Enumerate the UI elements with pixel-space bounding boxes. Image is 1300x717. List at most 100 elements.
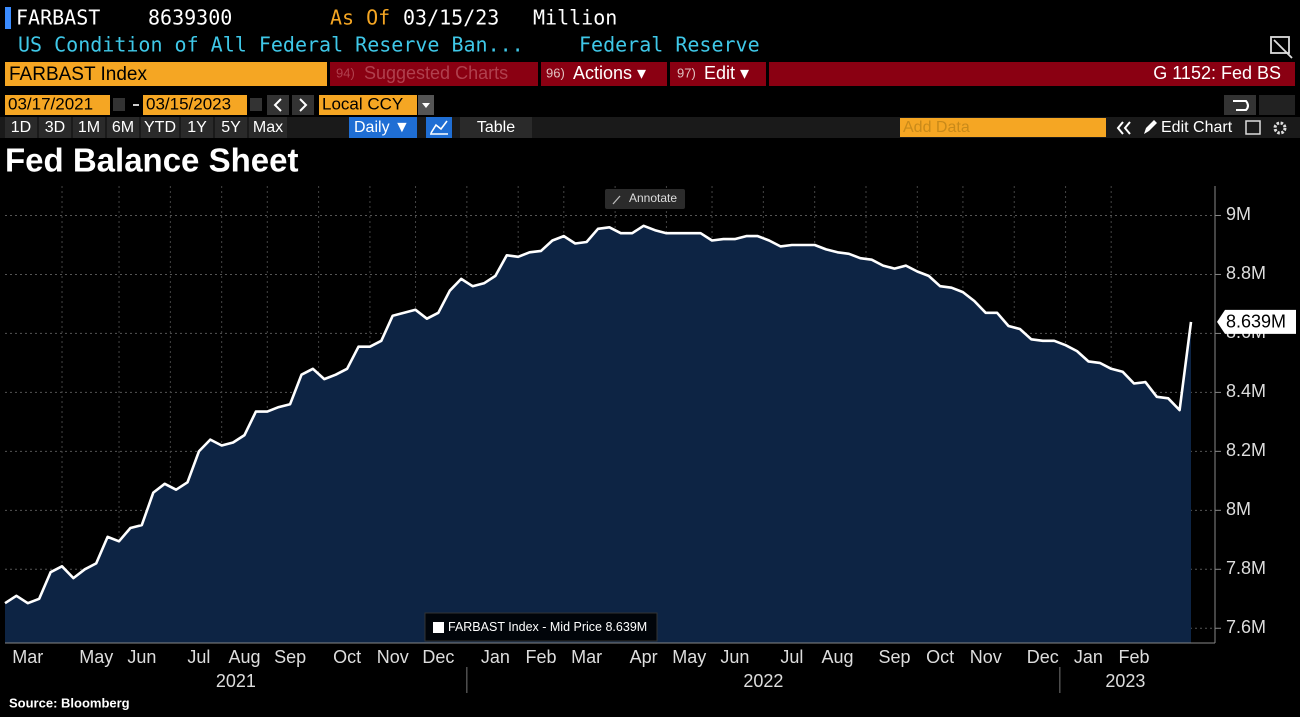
- start-date[interactable]: 03/17/2021: [8, 94, 93, 113]
- add-data-field[interactable]: [900, 118, 1106, 137]
- period-button[interactable]: [181, 117, 213, 138]
- period[interactable]: 3D: [45, 119, 65, 136]
- end-date-field[interactable]: [143, 95, 247, 115]
- table[interactable]: Table: [477, 119, 515, 136]
- x-tick-label: Jun: [127, 647, 156, 667]
- year-label: 2023: [1105, 671, 1145, 691]
- period-button[interactable]: [107, 117, 139, 138]
- focus-marker: [5, 7, 11, 29]
- suggested-charts[interactable]: Suggested Charts: [364, 63, 508, 83]
- redo-button[interactable]: [1259, 95, 1295, 115]
- expand-box[interactable]: [1270, 36, 1290, 54]
- x-tick-label: Jul: [187, 647, 210, 667]
- x-tick-label: Dec: [422, 647, 454, 667]
- period-button[interactable]: [215, 117, 247, 138]
- ticker: FARBAST: [16, 6, 100, 30]
- x-tick-label: Jan: [1074, 647, 1103, 667]
- period-button[interactable]: [249, 117, 287, 138]
- pencil-icon[interactable]: [1144, 120, 1157, 134]
- edit-chart[interactable]: Edit Chart: [1161, 119, 1233, 136]
- layout-icon[interactable]: [1245, 120, 1261, 135]
- area: [5, 225, 1191, 644]
- x-tick-label: Oct: [333, 647, 361, 667]
- x-tick-label: Nov: [970, 647, 1002, 667]
- undo-button[interactable]: [1224, 95, 1256, 115]
- expand-icon[interactable]: [1270, 36, 1293, 59]
- edit[interactable]: Edit ▾: [704, 63, 749, 83]
- next-button[interactable]: [292, 95, 314, 115]
- frequency-button[interactable]: [349, 117, 417, 138]
- as-of-label: As Of: [330, 6, 390, 30]
- last-value-marker: [1217, 309, 1296, 334]
- legend-name: FARBAST Index - Mid Price: [448, 620, 602, 634]
- period[interactable]: 5Y: [221, 119, 241, 136]
- calendar-icon[interactable]: [113, 98, 125, 111]
- x-tick-label: Jul: [780, 647, 803, 667]
- currency-field[interactable]: [319, 95, 417, 115]
- legend-value: 8.639M: [605, 620, 647, 634]
- suggested-code[interactable]: 94): [336, 65, 355, 80]
- x-tick-label: Sep: [878, 647, 910, 667]
- x-tick-label: Sep: [274, 647, 306, 667]
- annotate-icon[interactable]: [612, 195, 621, 205]
- period[interactable]: YTD: [144, 119, 176, 136]
- x-tick-label: Nov: [377, 647, 409, 667]
- annotate[interactable]: Annotate: [629, 191, 677, 205]
- edit-button[interactable]: [670, 62, 766, 86]
- edit-code[interactable]: 97): [677, 65, 696, 80]
- period[interactable]: 6M: [112, 119, 134, 136]
- description: US Condition of All Federal Reserve Ban.…: [18, 33, 524, 57]
- dropdown-arrow[interactable]: [422, 103, 430, 108]
- last-value: 8639300: [148, 6, 232, 30]
- settings-icon[interactable]: [1273, 121, 1287, 135]
- x-tick-label: May: [79, 647, 113, 667]
- actions-code[interactable]: 96): [546, 65, 565, 80]
- x-tick-label: Feb: [525, 647, 556, 667]
- y-tick-label: 9M: [1226, 204, 1251, 224]
- units: Million: [533, 6, 617, 30]
- period-button[interactable]: [73, 117, 105, 138]
- line: [4, 224, 1193, 605]
- security-field[interactable]: [5, 62, 327, 86]
- actions[interactable]: Actions ▾: [573, 63, 646, 83]
- page-bar: [769, 62, 1295, 86]
- suggested-button[interactable]: [330, 62, 538, 86]
- expand-arrow[interactable]: [1273, 39, 1293, 59]
- x-tick-label: Feb: [1118, 647, 1149, 667]
- start-date-field[interactable]: [5, 95, 110, 115]
- period-button[interactable]: [5, 117, 37, 138]
- y-tick-label: 8.2M: [1226, 440, 1266, 460]
- currency[interactable]: Local CCY: [322, 94, 403, 113]
- frequency[interactable]: Daily ▼: [354, 119, 410, 136]
- period[interactable]: 1M: [78, 119, 100, 136]
- prev-arrow[interactable]: [273, 98, 282, 112]
- y-tick-label: 7.6M: [1226, 617, 1266, 637]
- table-button[interactable]: [460, 117, 532, 138]
- y-tick-label: 8.4M: [1226, 381, 1266, 401]
- period-button[interactable]: [39, 117, 71, 138]
- x-tick-label: Jun: [720, 647, 749, 667]
- next-arrow[interactable]: [299, 98, 308, 112]
- page-id: G 1152: Fed BS: [1153, 63, 1281, 83]
- calendar-icon[interactable]: [250, 98, 262, 111]
- period-button[interactable]: [141, 117, 179, 138]
- actions-button[interactable]: [541, 62, 667, 86]
- undo-icon[interactable]: [1233, 100, 1249, 111]
- as-of-date: 03/15/23: [403, 6, 499, 30]
- x-tick-label: May: [672, 647, 706, 667]
- end-date[interactable]: 03/15/2023: [146, 94, 231, 113]
- period[interactable]: Max: [253, 119, 283, 136]
- chart-type-icon[interactable]: [430, 120, 448, 135]
- x-tick-label: Aug: [228, 647, 260, 667]
- x-tick-label: Apr: [630, 647, 658, 667]
- source: Source: Bloomberg: [9, 695, 130, 710]
- collapse-icon[interactable]: [1116, 121, 1131, 135]
- period[interactable]: 1D: [11, 119, 31, 136]
- prev-button[interactable]: [267, 95, 289, 115]
- period[interactable]: 1Y: [187, 119, 207, 136]
- x-tick-label: Aug: [821, 647, 853, 667]
- add-data[interactable]: Add Data: [903, 119, 970, 136]
- security[interactable]: FARBAST Index: [9, 64, 147, 85]
- annotate-button[interactable]: [605, 189, 685, 209]
- y-tick-label: 7.8M: [1226, 558, 1266, 578]
